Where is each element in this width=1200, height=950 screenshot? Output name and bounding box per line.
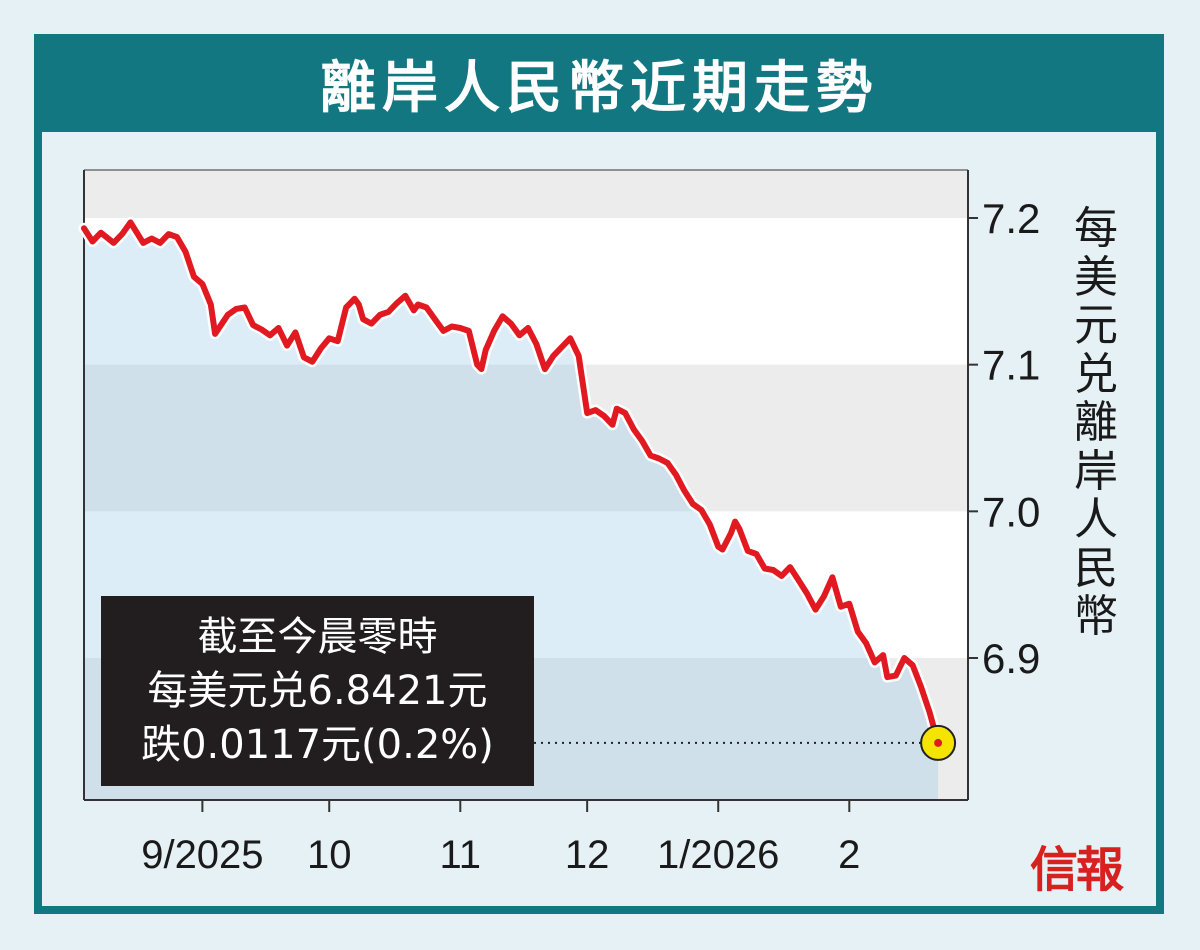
x-tick-label: 11 xyxy=(440,833,482,877)
x-tick-label: 2 xyxy=(838,833,860,877)
grid-band xyxy=(84,364,968,512)
annotation-line-1: 截至今晨零時 xyxy=(197,614,438,660)
y-axis-label: 每美元兑離岸人民幣 xyxy=(1070,203,1122,642)
grid-band xyxy=(84,170,968,218)
series-line xyxy=(81,219,942,746)
y-tick-label: 7.1 xyxy=(982,342,1040,389)
x-tick-label: 9/2025 xyxy=(141,833,263,877)
publisher-logo: 信報 xyxy=(1030,842,1124,898)
y-tick-label: 6.9 xyxy=(982,635,1040,682)
y-axis-label-char: 離 xyxy=(1074,397,1118,448)
annotation-box: 截至今晨零時 每美元兑6.8421元 跌0.0117元(0.2%) xyxy=(101,596,534,786)
y-axis-label-char: 岸 xyxy=(1074,445,1118,497)
x-tick-label: 10 xyxy=(307,833,352,877)
y-tick-label: 7.0 xyxy=(982,488,1040,535)
x-tick-label: 1/2026 xyxy=(657,833,779,877)
grid-band xyxy=(84,218,968,365)
annotation-line-2: 每美元兑6.8421元 xyxy=(147,668,488,714)
y-tick-label: 7.2 xyxy=(982,195,1040,242)
y-axis-label-char: 幣 xyxy=(1074,591,1118,642)
chart-title: 離岸人民幣近期走勢 xyxy=(320,55,878,121)
y-axis-label-char: 人 xyxy=(1074,494,1118,545)
last-value-point xyxy=(934,738,943,747)
y-axis-label-char: 兑 xyxy=(1074,348,1118,400)
y-axis-label-char: 美 xyxy=(1074,251,1118,303)
y-axis-label-char: 民 xyxy=(1074,542,1118,594)
y-axis-label-char: 每 xyxy=(1074,203,1118,254)
x-tick-label: 12 xyxy=(565,833,610,877)
y-axis-label-char: 元 xyxy=(1074,300,1118,351)
annotation-line-3: 跌0.0117元(0.2%) xyxy=(141,722,494,768)
